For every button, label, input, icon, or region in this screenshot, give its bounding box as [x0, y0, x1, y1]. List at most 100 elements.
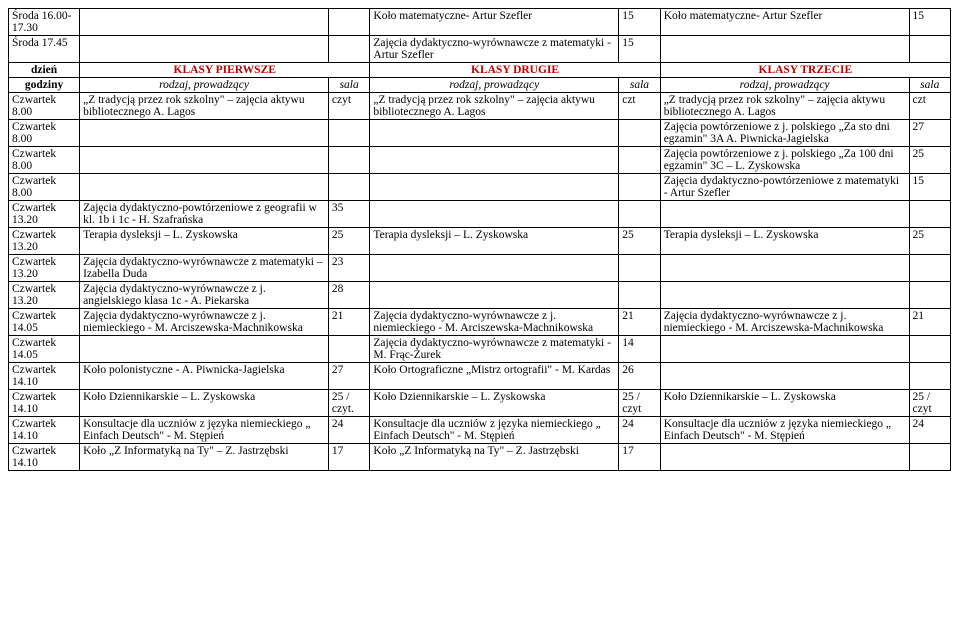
cell: 27: [328, 363, 369, 390]
cell: sala: [328, 78, 369, 93]
cell: [80, 36, 329, 63]
cell: Czwartek 14.10: [9, 363, 80, 390]
table-row: Czwartek 8.00 „Z tradycją przez rok szkol…: [9, 93, 951, 120]
cell: 24: [328, 417, 369, 444]
table-row: Czwartek 14.10Koło polonistyczne - A. Pi…: [9, 363, 951, 390]
cell: Koło „Z Informatyką na Ty" – Z. Jastrzęb…: [370, 444, 619, 471]
cell: [619, 201, 660, 228]
cell: Zajęcia dydaktyczno-wyrównawcze z matema…: [370, 36, 619, 63]
cell: 15: [909, 9, 950, 36]
header-klasy: KLASY PIERWSZE: [80, 63, 370, 78]
cell: [660, 363, 909, 390]
cell: [80, 147, 329, 174]
cell: Koło matematyczne- Artur Szefler: [660, 9, 909, 36]
table-row: Czwartek 13.20 Terapia dysleksji – L. Zys…: [9, 228, 951, 255]
table-row: Czwartek 8.00 Zajęcia powtórzeniowe z j. …: [9, 120, 951, 147]
cell: „Z tradycją przez rok szkolny" – zajęcia…: [370, 93, 619, 120]
cell: [909, 336, 950, 363]
cell: [80, 336, 329, 363]
header-row-klasy: dzieńKLASY PIERWSZEKLASY DRUGIEKLASY TRZ…: [9, 63, 951, 78]
cell: Konsultacje dla uczniów z języka niemiec…: [370, 417, 619, 444]
cell: [909, 282, 950, 309]
header-klasy: KLASY DRUGIE: [370, 63, 660, 78]
cell: [909, 201, 950, 228]
cell: [909, 363, 950, 390]
cell: 25 / czyt: [909, 390, 950, 417]
cell: 24: [909, 417, 950, 444]
table-row: Czwartek 8.00 Zajęcia dydaktyczno-powtórz…: [9, 174, 951, 201]
cell: [660, 201, 909, 228]
cell: Czwartek 13.20: [9, 201, 80, 228]
cell: Czwartek 8.00: [9, 120, 80, 147]
header-klasy: KLASY TRZECIE: [660, 63, 950, 78]
cell: [619, 255, 660, 282]
cell: Konsultacje dla uczniów z języka niemiec…: [80, 417, 329, 444]
cell: 17: [619, 444, 660, 471]
cell: 27: [909, 120, 950, 147]
cell: Zajęcia powtórzeniowe z j. polskiego „Za…: [660, 147, 909, 174]
cell: Czwartek 13.20: [9, 228, 80, 255]
cell: 35: [328, 201, 369, 228]
cell: 25: [328, 228, 369, 255]
cell: Czwartek 13.20: [9, 255, 80, 282]
cell: 25: [909, 228, 950, 255]
cell: [660, 336, 909, 363]
cell: Zajęcia dydaktyczno-wyrównawcze z matema…: [370, 336, 619, 363]
cell: godziny: [9, 78, 80, 93]
cell: [328, 36, 369, 63]
table-row: Czwartek 14.05Zajęcia dydaktyczno-wyrówn…: [9, 309, 951, 336]
cell: Zajęcia dydaktyczno-wyrównawcze z matema…: [80, 255, 329, 282]
cell: Czwartek 14.10: [9, 444, 80, 471]
cell: Terapia dysleksji – L. Zyskowska: [660, 228, 909, 255]
cell: czt: [619, 93, 660, 120]
cell: Zajęcia dydaktyczno-wyrównawcze z j. nie…: [80, 309, 329, 336]
cell: [370, 282, 619, 309]
cell: 21: [328, 309, 369, 336]
table-row: Czwartek 14.05Zajęcia dydaktyczno-wyrówn…: [9, 336, 951, 363]
cell: [660, 36, 909, 63]
cell: [660, 444, 909, 471]
table-row: Czwartek 13.20Zajęcia dydaktyczno-wyrówn…: [9, 282, 951, 309]
cell: Koło Dziennikarskie – L. Zyskowska: [660, 390, 909, 417]
cell: [370, 201, 619, 228]
cell: [909, 255, 950, 282]
cell: 25: [909, 147, 950, 174]
cell: rodzaj, prowadzący: [370, 78, 619, 93]
cell: Czwartek 14.10: [9, 390, 80, 417]
cell: 25: [619, 228, 660, 255]
cell: 26: [619, 363, 660, 390]
cell: Zajęcia dydaktyczno-wyrównawcze z j. ang…: [80, 282, 329, 309]
cell: Zajęcia powtórzeniowe z j. polskiego „Za…: [660, 120, 909, 147]
cell: [619, 147, 660, 174]
table-row: Czwartek 13.20Zajęcia dydaktyczno-wyrówn…: [9, 255, 951, 282]
cell: [619, 174, 660, 201]
cell: Zajęcia dydaktyczno-wyrównawcze z j. nie…: [370, 309, 619, 336]
cell: Zajęcia dydaktyczno-powtórzeniowe z mate…: [660, 174, 909, 201]
cell: [619, 120, 660, 147]
cell: 25 / czyt.: [328, 390, 369, 417]
cell: [328, 9, 369, 36]
cell: 28: [328, 282, 369, 309]
cell: dzień: [9, 63, 80, 78]
cell: [328, 336, 369, 363]
cell: Koło Ortograficzne „Mistrz ortografii" -…: [370, 363, 619, 390]
cell: Koło polonistyczne - A. Piwnicka-Jagiels…: [80, 363, 329, 390]
cell: [370, 255, 619, 282]
cell: [328, 120, 369, 147]
cell: Terapia dysleksji – L. Zyskowska: [370, 228, 619, 255]
cell: Czwartek 8.00: [9, 93, 80, 120]
cell: Czwartek 8.00: [9, 174, 80, 201]
cell: [660, 282, 909, 309]
cell: [370, 120, 619, 147]
cell: [370, 147, 619, 174]
cell: Koło Dziennikarskie – L. Zyskowska: [80, 390, 329, 417]
cell: Czwartek 13.20: [9, 282, 80, 309]
cell: Konsultacje dla uczniów z języka niemiec…: [660, 417, 909, 444]
cell: [619, 282, 660, 309]
cell: [370, 174, 619, 201]
cell: [328, 174, 369, 201]
table-row: Czwartek 14.10 Koło „Z Informatyką na Ty"…: [9, 444, 951, 471]
cell: 17: [328, 444, 369, 471]
table-row: Czwartek 13.20Zajęcia dydaktyczno-powtór…: [9, 201, 951, 228]
table-row: Czwartek 8.00Zajęcia powtórzeniowe z j. …: [9, 147, 951, 174]
